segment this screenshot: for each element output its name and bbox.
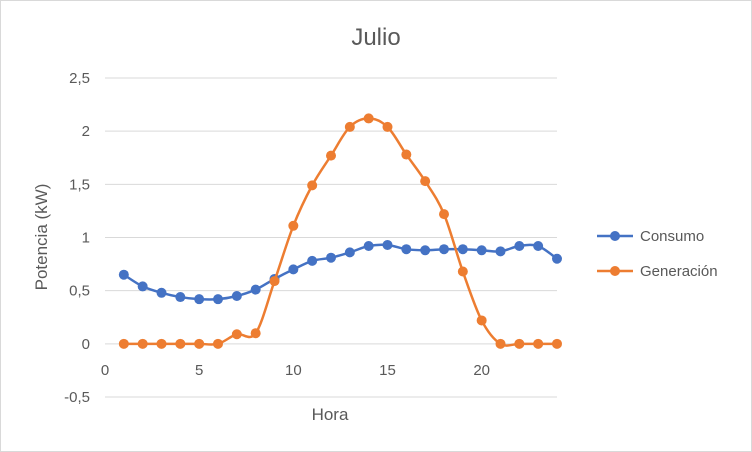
data-point [420, 245, 431, 256]
data-point [476, 315, 487, 326]
data-point [401, 244, 412, 255]
data-point [439, 244, 449, 255]
data-point [420, 176, 431, 187]
y-axis-label: Potencia (kW) [32, 184, 51, 291]
data-point [213, 338, 223, 349]
series-line [123, 117, 557, 347]
data-point [344, 247, 355, 258]
x-axis-label: Hora [312, 405, 349, 424]
data-point [137, 281, 148, 292]
legend-item: Consumo [597, 228, 704, 245]
data-point [231, 329, 242, 340]
data-point [137, 338, 148, 349]
y-tick-label: 1,5 [69, 176, 90, 193]
data-point [307, 255, 318, 266]
y-axis-ticks: 2,5 2 1,5 1 0,5 0 -0,5 [64, 70, 90, 406]
data-point [382, 239, 393, 250]
data-point [213, 294, 223, 305]
data-point [495, 246, 506, 257]
data-point [552, 338, 562, 349]
x-tick-label: 0 [101, 362, 109, 379]
x-axis-ticks: 0 5 10 15 20 [101, 362, 490, 379]
data-point [288, 220, 299, 231]
data-point [175, 338, 186, 349]
data-point [495, 338, 506, 349]
data-point [514, 241, 525, 252]
legend-label: Generación [640, 263, 718, 280]
data-point [363, 241, 374, 252]
data-point [533, 338, 544, 349]
series-group [118, 113, 562, 349]
x-tick-label: 5 [195, 362, 203, 379]
data-point [363, 113, 374, 124]
data-point [439, 209, 449, 220]
data-point [457, 244, 468, 255]
data-point [250, 328, 261, 339]
x-tick-label: 20 [473, 362, 490, 379]
data-point [326, 252, 336, 263]
data-point [118, 338, 129, 349]
gridlines [105, 77, 557, 398]
legend: Consumo Generación [597, 228, 718, 280]
data-point [269, 276, 280, 287]
data-point [457, 266, 468, 277]
series-line [123, 243, 558, 301]
legend-item: Generación [597, 263, 718, 280]
data-point [175, 292, 186, 303]
data-point [514, 338, 525, 349]
data-point [194, 294, 205, 305]
x-tick-label: 10 [285, 362, 302, 379]
x-tick-label: 15 [379, 362, 396, 379]
legend-marker [610, 231, 620, 241]
data-point [231, 290, 242, 301]
y-tick-label: 2,5 [69, 70, 90, 87]
data-point [118, 269, 129, 280]
y-tick-label: 0 [82, 336, 90, 353]
series-consumo [118, 239, 562, 305]
y-tick-label: 1 [82, 230, 90, 247]
data-point [194, 338, 205, 349]
data-point [533, 241, 544, 252]
data-point [326, 150, 336, 161]
data-point [307, 180, 318, 191]
data-point [156, 287, 167, 298]
chart-title: Julio [351, 24, 400, 51]
data-point [344, 121, 355, 132]
series-generación [118, 113, 562, 349]
y-tick-label: -0,5 [64, 389, 90, 406]
y-tick-label: 0,5 [69, 283, 90, 300]
data-point [401, 149, 412, 160]
data-point [250, 284, 261, 295]
data-point [382, 121, 393, 132]
data-point [156, 338, 167, 349]
y-tick-label: 2 [82, 123, 90, 140]
legend-label: Consumo [640, 228, 704, 245]
data-point [476, 245, 487, 256]
legend-marker [610, 266, 620, 276]
data-point [288, 264, 299, 275]
data-point [552, 253, 562, 264]
